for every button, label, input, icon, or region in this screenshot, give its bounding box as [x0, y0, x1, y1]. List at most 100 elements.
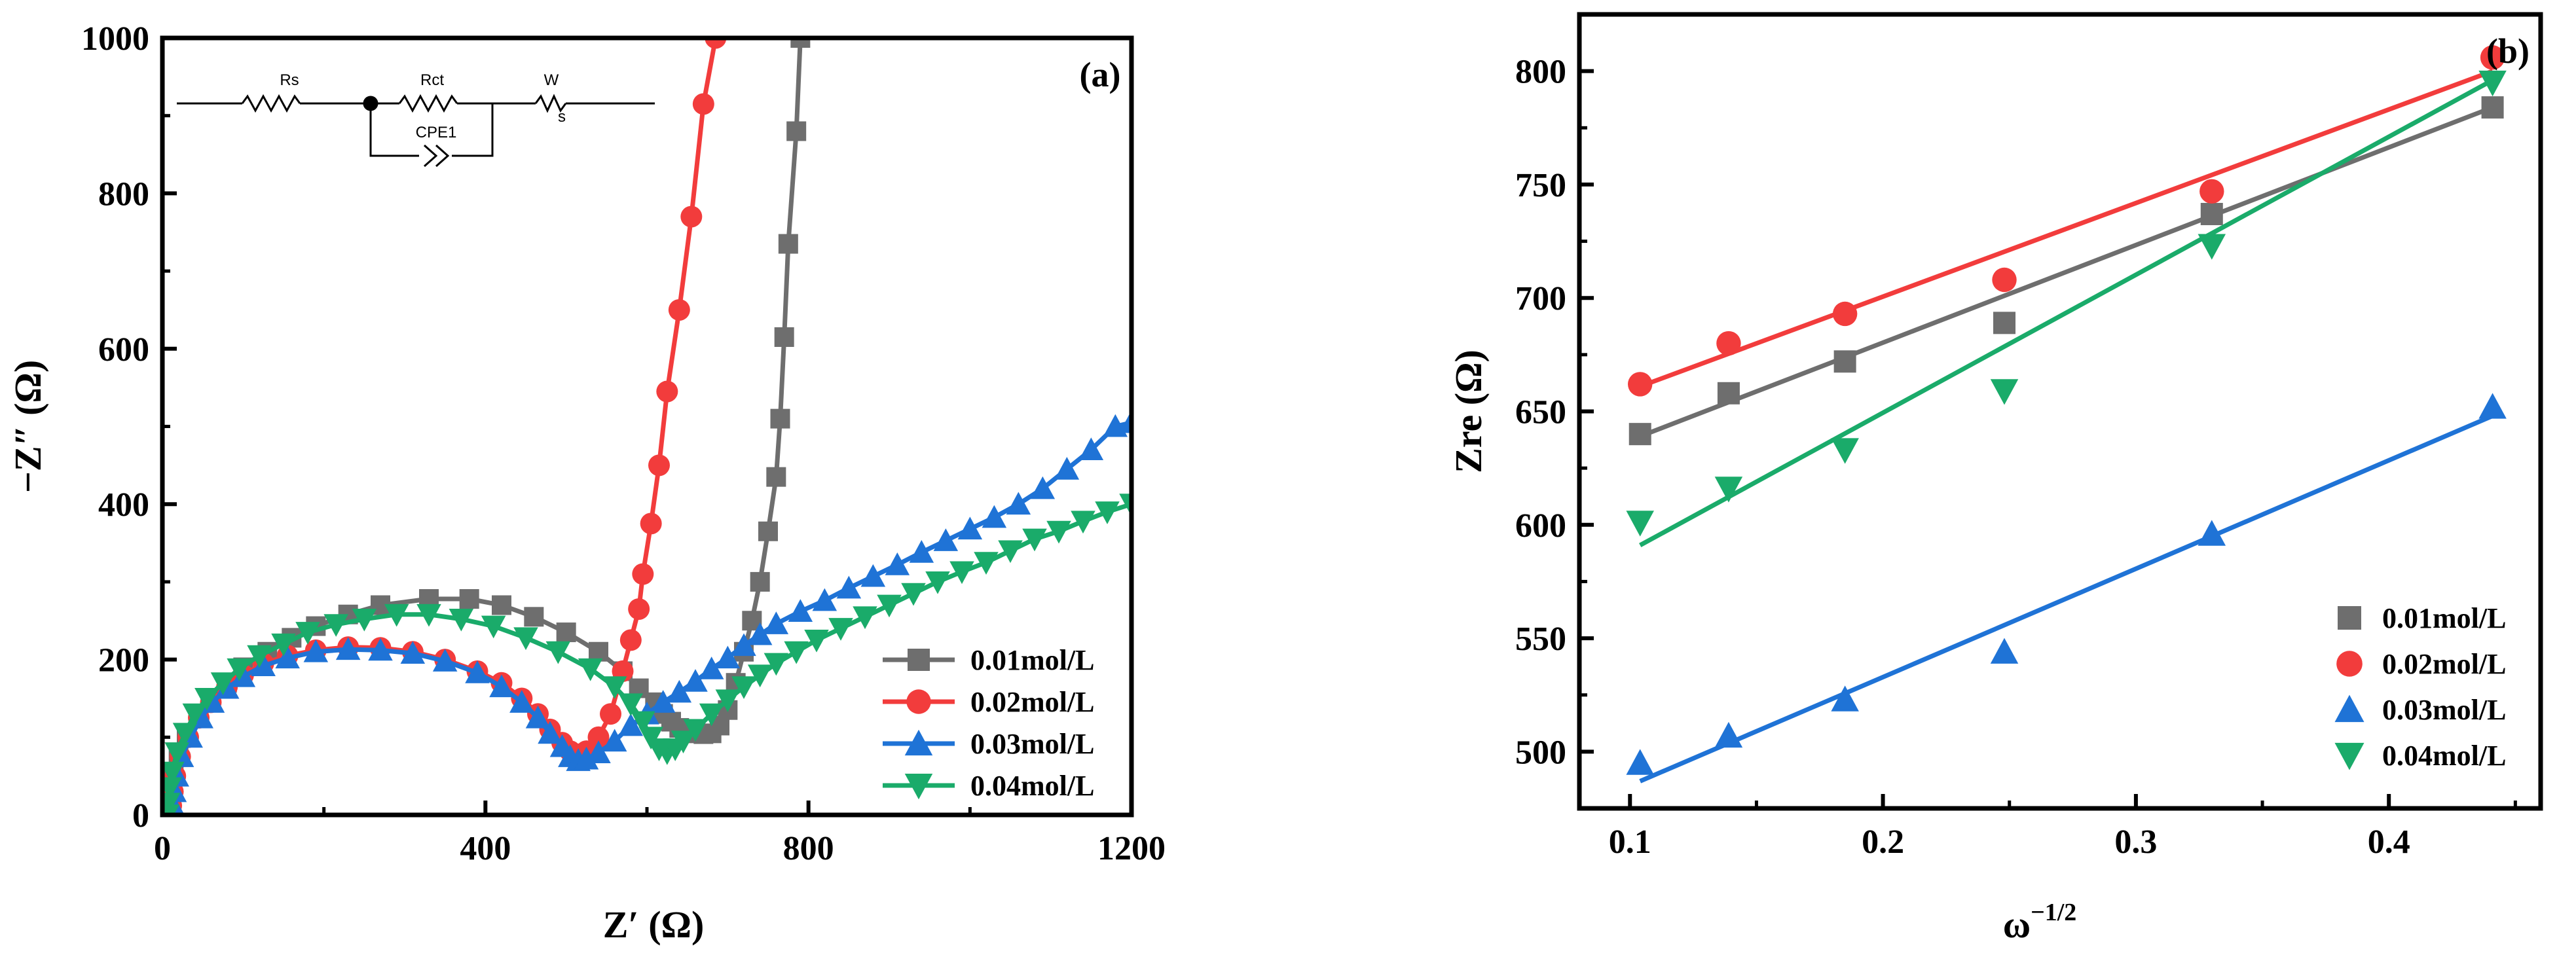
- data-point: [747, 622, 773, 645]
- data-point: [1628, 372, 1653, 397]
- fit-line: [1639, 69, 2493, 389]
- data-point: [877, 594, 902, 618]
- data-point: [509, 690, 534, 713]
- data-point: [602, 729, 627, 752]
- data-point: [172, 723, 198, 746]
- wire: [369, 103, 419, 157]
- wire: [452, 103, 494, 157]
- data-point: [790, 38, 811, 48]
- data-point: [1831, 685, 1859, 712]
- circuit-label-w: W: [544, 71, 559, 89]
- data-point: [640, 513, 662, 535]
- data-point: [632, 563, 654, 585]
- data-point: [230, 664, 256, 687]
- legend-label: 0.04mol/L: [2382, 740, 2506, 772]
- data-point: [587, 726, 610, 748]
- data-point: [1078, 437, 1104, 461]
- data-point: [1831, 438, 1859, 464]
- data-point: [628, 598, 650, 620]
- legend-marker: [2336, 651, 2363, 677]
- x-tick-label: 0.4: [2368, 823, 2410, 861]
- series-3: [1626, 393, 2507, 784]
- y-tick-label: 400: [98, 486, 149, 524]
- data-point: [271, 633, 296, 657]
- series-4: [162, 494, 1132, 815]
- data-point: [352, 608, 377, 632]
- data-point: [705, 38, 727, 49]
- data-point: [982, 505, 1007, 528]
- y-tick-label: 500: [1515, 734, 1566, 771]
- data-point: [1993, 312, 2016, 334]
- data-point: [715, 689, 741, 713]
- x-axis-label: ω−1/2: [2003, 899, 2077, 946]
- data-point: [384, 604, 409, 627]
- data-point: [1006, 492, 1031, 515]
- data-point: [683, 719, 708, 742]
- data-point: [1990, 638, 2019, 664]
- data-point: [513, 627, 538, 651]
- data-point: [1832, 301, 1858, 327]
- data-point: [770, 408, 790, 429]
- data-point: [335, 637, 361, 660]
- data-point: [764, 653, 789, 676]
- legend-marker: [904, 773, 933, 800]
- data-point: [786, 121, 807, 141]
- data-point: [1990, 379, 2019, 405]
- data-point: [699, 703, 724, 727]
- data-point: [182, 703, 208, 727]
- fit-line: [1639, 414, 2493, 784]
- x-tick-label: 1200: [1097, 830, 1166, 867]
- x-tick-label: 0: [154, 830, 171, 867]
- data-point: [860, 564, 886, 587]
- data-point: [162, 777, 182, 801]
- legend: 0.01mol/L 0.02mol/L 0.03mol/L 0.04mol/L: [2334, 602, 2506, 772]
- y-tick-label: 650: [1515, 394, 1566, 431]
- data-point: [853, 606, 877, 630]
- legend-label: 0.01mol/L: [2382, 602, 2506, 634]
- data-point: [1071, 511, 1095, 534]
- data-point: [747, 664, 773, 688]
- data-point: [275, 645, 300, 669]
- data-point: [788, 599, 813, 622]
- data-point: [631, 711, 655, 734]
- data-point: [2478, 393, 2507, 419]
- data-point: [481, 615, 506, 639]
- data-point: [164, 742, 189, 765]
- data-point: [2480, 45, 2505, 70]
- y-tick-label: 600: [98, 331, 149, 369]
- y-tick-label: 750: [1515, 167, 1566, 204]
- warburg-w: [534, 94, 567, 113]
- data-point: [949, 561, 974, 585]
- panel-label: (a): [1080, 55, 1121, 94]
- data-point: [1046, 520, 1071, 544]
- data-point: [449, 608, 474, 632]
- data-point: [538, 721, 562, 744]
- data-point: [699, 657, 724, 679]
- data-point: [774, 327, 794, 347]
- legend-label: 0.04mol/L: [970, 770, 1094, 802]
- data-point: [1022, 528, 1047, 552]
- data-point: [885, 552, 910, 575]
- data-point: [619, 629, 642, 651]
- x-tick-label: 0.3: [2114, 823, 2157, 861]
- data-point: [1714, 477, 1743, 503]
- data-point: [247, 645, 272, 668]
- x-tick-label: 0.1: [1609, 823, 1651, 861]
- y-tick-label: 800: [98, 175, 149, 213]
- y-axis-label: Zre (Ω): [1447, 350, 1490, 473]
- series-line: [166, 38, 803, 815]
- data-point: [784, 641, 809, 664]
- data-point: [2199, 179, 2224, 204]
- legend-marker: [906, 689, 931, 714]
- data-point: [933, 528, 959, 551]
- data-point: [303, 639, 329, 662]
- data-point: [1626, 511, 1654, 537]
- data-point: [957, 516, 983, 540]
- y-tick-label: 0: [132, 797, 149, 835]
- data-point: [618, 693, 644, 717]
- series-2: [162, 38, 727, 815]
- legend-label: 0.02mol/L: [2382, 648, 2506, 680]
- data-point: [162, 761, 185, 785]
- resistor-rs: [241, 94, 301, 113]
